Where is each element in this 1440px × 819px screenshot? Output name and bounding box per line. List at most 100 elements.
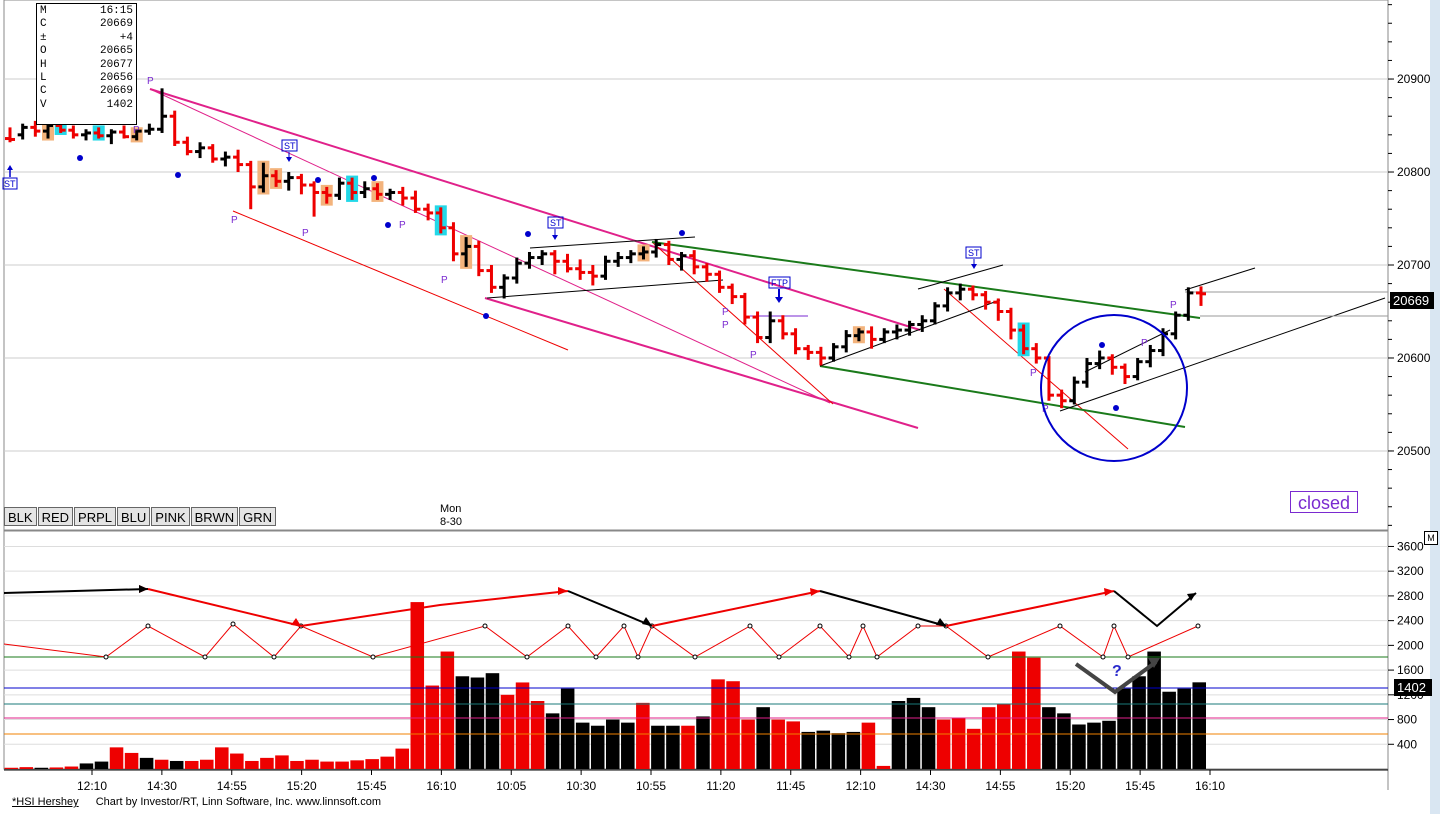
ohlc-bar: [119, 125, 130, 139]
time-tick-label: 14:30: [147, 779, 177, 793]
st-label: ST: [4, 179, 16, 189]
ohlc-bar: [1081, 357, 1092, 388]
time-tick-label: 15:45: [1125, 779, 1155, 793]
ohlc-row: V 1402: [40, 99, 133, 112]
volume-bar: [335, 761, 349, 769]
green-line-bottom: [819, 365, 1186, 428]
ohlc-key: L: [40, 72, 47, 85]
ohlc-bar: [5, 127, 15, 143]
ohlc-bar: [321, 186, 332, 204]
color-button-pink[interactable]: PINK: [151, 507, 190, 526]
volume-bar: [1072, 724, 1086, 769]
ohlc-value: 20669: [99, 85, 133, 98]
pivot-label: P: [1030, 368, 1037, 379]
ohlc-info-box: M 16:15 C 20669 ± +4 O 20665 H 20677 L 20656 C 20669 V…: [36, 3, 137, 125]
ohlc-bar: [1119, 363, 1130, 385]
credit-label: Chart by Investor/RT, Linn Software, Inc…: [95, 796, 382, 808]
ohlc-bar: [524, 251, 535, 269]
volume-bar: [245, 760, 259, 769]
ohlc-bar: [714, 270, 725, 293]
ohlc-bar: [144, 123, 155, 135]
volume-bar: [320, 761, 334, 769]
symbol-label[interactable]: *HSI Hershey: [12, 796, 79, 808]
volume-bar: [831, 733, 846, 769]
volume-panel-menu[interactable]: M: [1424, 531, 1438, 545]
volume-bar: [545, 713, 560, 769]
volume-bar: [771, 719, 785, 769]
color-button-blk[interactable]: BLK: [4, 507, 37, 526]
color-button-prpl[interactable]: PRPL: [74, 507, 116, 526]
color-button-blu[interactable]: BLU: [117, 507, 151, 526]
ohlc-bar: [423, 203, 434, 221]
ohlc-bar: [309, 181, 320, 217]
volume-bar: [876, 765, 891, 769]
day-marker: Mon 8-30: [440, 503, 462, 529]
black-channel-1a: [486, 279, 724, 299]
ohlc-bar: [220, 151, 231, 167]
volume-bar: [741, 719, 755, 769]
volume-bar: [49, 767, 64, 769]
volume-bar: [636, 702, 650, 769]
volume-bar: [455, 676, 470, 769]
ohlc-bar: [359, 181, 370, 199]
blue-dot: [371, 175, 377, 181]
ohlc-bar: [866, 326, 877, 349]
volume-bar: [996, 704, 1011, 769]
magenta-channel-bottom: [484, 297, 919, 429]
volume-bar: [906, 697, 921, 769]
pivot-label: P: [302, 228, 309, 239]
st-label: ST: [550, 218, 562, 228]
color-button-red[interactable]: RED: [37, 507, 74, 526]
price-tick-label: 20800: [1397, 165, 1431, 179]
volume-bar: [515, 682, 530, 769]
volume-bar: [756, 707, 770, 769]
volume-bar: [440, 651, 455, 769]
volume-bar: [711, 679, 725, 769]
blue-dot: [1113, 405, 1119, 411]
volume-bar: [19, 767, 34, 769]
volume-bar: [846, 731, 861, 769]
ohlc-bar: [81, 129, 92, 141]
window-scroll-edge[interactable]: [1430, 0, 1440, 814]
ohlc-bar: [1094, 350, 1105, 370]
blue-dot: [679, 230, 685, 236]
pivot-label: P: [722, 307, 729, 318]
black-channel-3a: [1059, 297, 1386, 412]
arrow-down-icon: [286, 157, 292, 162]
ohlc-value: 20656: [99, 72, 133, 85]
volume-bar: [1117, 688, 1131, 769]
ohlc-bar: [537, 250, 548, 265]
color-button-brwn[interactable]: BRWN: [190, 507, 239, 526]
volume-bar: [726, 681, 740, 769]
ohlc-key: M: [40, 5, 47, 17]
volume-bar: [1177, 688, 1191, 769]
time-tick-label: 12:10: [77, 779, 107, 793]
volume-bar: [560, 688, 575, 769]
ohlc-bar: [942, 287, 953, 312]
volume-bar: [951, 718, 966, 769]
time-tick-label: 16:10: [1195, 779, 1225, 793]
red-channel-line-1: [232, 210, 569, 351]
price-tick-label: 20500: [1397, 444, 1431, 458]
color-button-grn[interactable]: GRN: [239, 507, 277, 526]
volume-bar: [921, 707, 936, 769]
volume-bar: [410, 602, 425, 769]
volume-bar: [365, 759, 379, 769]
ohlc-row: L 20656: [40, 72, 133, 85]
ohlc-key: O: [40, 45, 47, 58]
ohlc-bar: [410, 190, 421, 213]
ohlc-bar: [435, 207, 446, 234]
volume-tick-label: 400: [1397, 737, 1417, 751]
volume-bar: [1012, 651, 1026, 769]
ohlc-key: C: [40, 18, 47, 31]
volume-bar: [801, 731, 816, 769]
ohlc-bar: [448, 222, 459, 262]
magenta-channel-mid: [149, 88, 831, 404]
trendlines: [149, 88, 1388, 450]
ohlc-value: 20665: [99, 45, 133, 58]
ohlc-bar: [233, 149, 244, 173]
ohlc-bar: [828, 343, 839, 362]
ohlc-bar: [739, 292, 750, 325]
volume-bar: [425, 685, 440, 769]
ohlc-bar: [929, 302, 940, 325]
